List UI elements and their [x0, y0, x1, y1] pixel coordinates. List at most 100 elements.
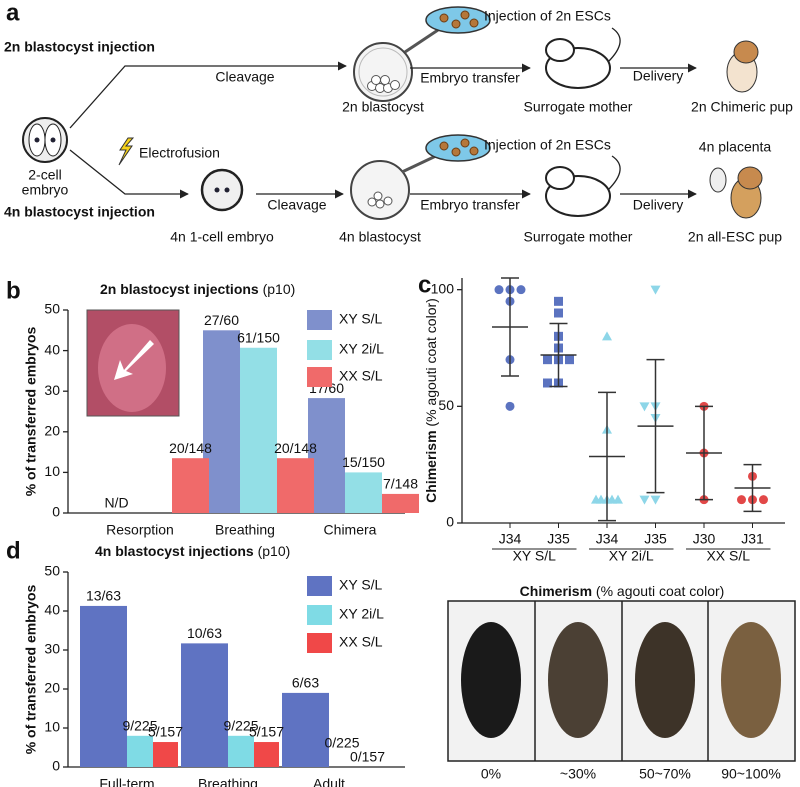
mouse-tail	[607, 155, 621, 191]
value-label: 13/63	[86, 588, 121, 604]
placenta-label: 4n placenta	[699, 139, 772, 155]
chart-title: 2n blastocyst injections (p10)	[100, 281, 295, 297]
y-tick-label: 30	[44, 382, 60, 398]
cell-icon	[373, 191, 383, 201]
pipette	[401, 153, 439, 174]
photo-label: 0%	[481, 766, 501, 782]
photo-subtitle: (% agouti coat color)	[596, 583, 724, 599]
stage-label: 2-cell	[28, 167, 61, 183]
y-tick-label: 100	[431, 280, 455, 296]
point	[505, 401, 515, 411]
cell-icon	[371, 75, 381, 85]
legend-swatch	[307, 340, 332, 360]
esc-icon	[439, 13, 449, 23]
mouse-photo	[635, 622, 695, 738]
photo-title: Chimerism	[520, 583, 592, 599]
esc-icon	[451, 147, 461, 157]
y-tick-label: 40	[44, 341, 60, 357]
photo-panel: Chimerism (% agouti coat color) 0% ~30% …	[447, 583, 796, 782]
esc-icon	[460, 138, 470, 148]
y-tick-label: 50	[438, 397, 454, 413]
legend-label: XY S/L	[339, 577, 383, 593]
group-label: XY S/L	[513, 548, 557, 564]
fusion-label: Electrofusion	[139, 145, 220, 161]
stage-label: embryo	[22, 182, 69, 198]
y-axis-label: % of transferred embryos	[23, 584, 39, 754]
mouse-photo	[548, 622, 608, 738]
value-label: 61/150	[237, 329, 280, 345]
esc-icon	[460, 10, 470, 20]
value-label: 0/225	[324, 735, 359, 751]
step-label: Delivery	[633, 197, 684, 213]
x-tick-label: Breathing	[198, 776, 258, 787]
cell-icon	[375, 199, 385, 209]
value-label: 10/63	[187, 625, 222, 641]
stage-label: 2n blastocyst	[342, 99, 424, 115]
cell-icon	[380, 75, 390, 85]
cell-icon	[367, 197, 377, 207]
group-label: XY 2i/L	[609, 548, 654, 564]
photo-label: 90~100%	[721, 766, 781, 782]
row-title: 2n blastocyst injection	[4, 39, 155, 55]
legend-label: XX S/L	[339, 368, 383, 384]
value-label: 20/148	[169, 440, 212, 456]
point	[639, 495, 650, 505]
arrow	[69, 149, 189, 199]
embryo-icon	[224, 187, 230, 193]
x-tick-label: Adult	[313, 776, 345, 787]
chart-title: 4n blastocyst injections	[95, 543, 254, 559]
embryo-icon	[34, 137, 40, 143]
x-tick-label: Full-term	[99, 776, 154, 787]
point	[650, 285, 661, 295]
bar	[308, 398, 345, 513]
panel-label: d	[6, 537, 21, 564]
bar	[80, 605, 127, 767]
y-axis-label: Chimerism	[423, 430, 439, 502]
blastocyst-icon	[358, 47, 408, 97]
y-tick-label: 20	[44, 680, 60, 696]
panel-label: c	[418, 271, 431, 298]
legend-swatch	[307, 576, 332, 596]
y-tick-label: 20	[44, 423, 60, 439]
point	[607, 494, 617, 504]
mouse-tail	[607, 27, 621, 63]
x-tick-label: J35	[644, 531, 667, 547]
pipette	[404, 28, 439, 54]
panel-label: a	[6, 0, 20, 26]
value-label: 7/148	[383, 476, 418, 492]
x-tick-label: J34	[499, 531, 522, 547]
value-label: 9/225	[223, 718, 258, 734]
point	[650, 495, 661, 505]
pup-icon	[733, 40, 759, 64]
esc-icon	[469, 146, 479, 156]
cell-icon	[383, 196, 393, 206]
bar	[172, 458, 209, 513]
legend-swatch	[307, 310, 332, 330]
diagram: 2n blastocyst injection 4n blastocyst in…	[4, 6, 793, 245]
embryo-icon	[200, 168, 244, 212]
y-axis-label: % of transferred embryos	[23, 326, 39, 496]
legend-swatch	[307, 633, 332, 653]
bar	[345, 472, 382, 513]
y-tick-label: 0	[52, 758, 60, 774]
point	[494, 285, 504, 295]
panel-label: b	[6, 277, 21, 304]
photo-label: 50~70%	[639, 766, 691, 782]
stage-label: Surrogate mother	[524, 99, 633, 115]
mouse-photo	[461, 622, 521, 738]
stage-label: 2n Chimeric pup	[691, 99, 793, 115]
value-label: 27/60	[204, 312, 239, 328]
point	[596, 494, 606, 504]
point	[565, 355, 574, 365]
point	[737, 495, 746, 505]
injection-label: Injection of 2n ESCs	[484, 8, 611, 24]
y-tick-label: 0	[446, 514, 454, 530]
step-label: Embryo transfer	[420, 197, 520, 213]
y-axis-label-note: (% agouti coat color)	[423, 298, 439, 426]
mouse-icon	[545, 38, 575, 62]
chart-subtitle: (p10)	[263, 281, 296, 297]
photo-title: Chimerism (% agouti coat color)	[520, 583, 725, 599]
value-label: 6/63	[292, 675, 319, 691]
y-axis-label: Chimerism (% agouti coat color)	[423, 298, 439, 503]
